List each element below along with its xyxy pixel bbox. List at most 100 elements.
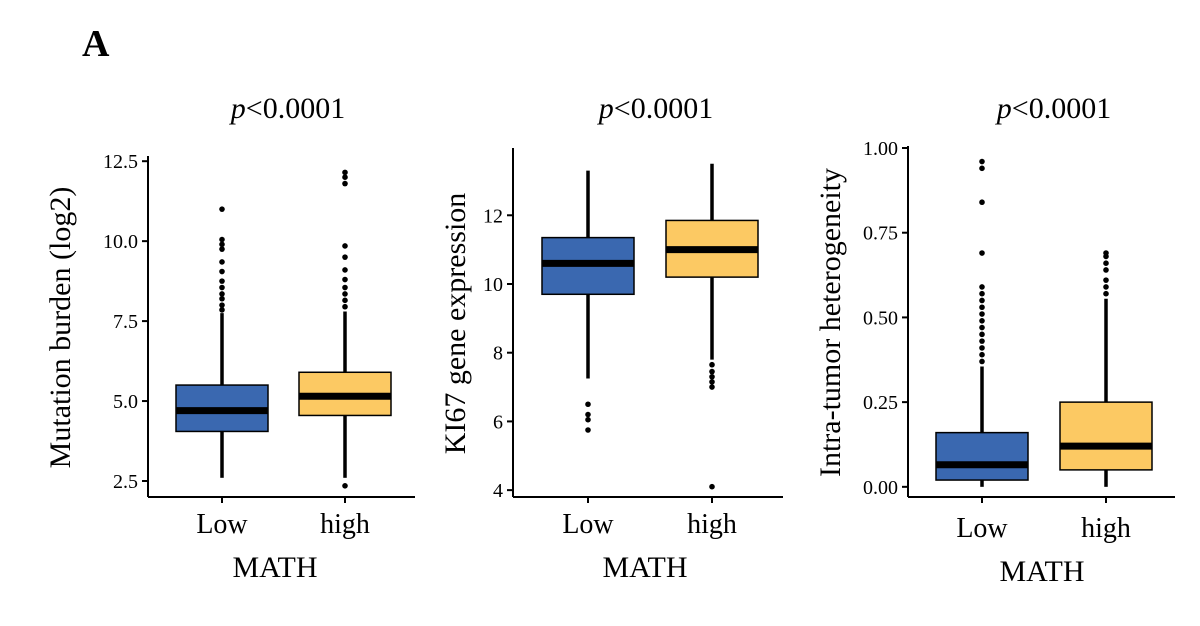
y-tick-label: 1.00: [863, 138, 898, 160]
outlier-point: [219, 241, 225, 248]
outlier-point: [979, 311, 985, 317]
y-tick-label: 6: [493, 411, 503, 433]
p-value: <0.0001: [614, 92, 713, 125]
outlier-point: [979, 290, 985, 297]
outlier-point: [1103, 284, 1109, 290]
x-axis-label: MATH: [232, 551, 317, 584]
y-tick-label: 2.5: [113, 471, 138, 493]
chart-panel-3: p<0.0001 0.00 0.25 0.50 0.75 1.00 Low high MATH I…: [814, 92, 1175, 588]
outlier-point: [342, 483, 348, 489]
y-tick-label: 8: [493, 343, 503, 365]
outlier-point: [219, 246, 225, 252]
outlier-point: [1103, 250, 1109, 256]
outlier-point: [219, 284, 225, 291]
outlier-point: [342, 297, 348, 304]
x-tick-label: high: [687, 509, 737, 540]
box-high: [1059, 250, 1153, 487]
y-tick-label: 10.0: [103, 231, 138, 253]
box-iqr: [935, 431, 1029, 481]
p-symbol: p: [995, 92, 1012, 125]
outlier-point: [585, 411, 591, 418]
outlier-point: [219, 278, 225, 284]
outlier-point: [585, 427, 591, 433]
y-tick-label: 5.0: [113, 391, 138, 413]
outlier-point: [979, 158, 985, 165]
outlier-point: [1103, 277, 1109, 283]
outlier-point: [709, 373, 715, 380]
outlier-point: [219, 302, 225, 308]
outlier-point: [219, 206, 225, 212]
outlier-point: [979, 345, 985, 351]
outlier-point: [979, 304, 985, 311]
x-tick-label: Low: [196, 509, 248, 540]
outlier-point: [219, 307, 225, 313]
y-tick-label: 0.75: [863, 223, 898, 245]
chart-title: p<0.0001: [995, 92, 1111, 125]
y-axis-label: KI67 gene expression: [439, 193, 472, 455]
outlier-point: [979, 358, 985, 365]
outlier-point: [342, 169, 348, 176]
box-iqr: [1059, 401, 1153, 471]
outlier-point: [979, 297, 985, 304]
chart-title: p<0.0001: [229, 92, 345, 125]
outlier-point: [709, 379, 715, 385]
x-axis-label: MATH: [602, 551, 687, 584]
x-tick-label: Low: [562, 509, 614, 540]
y-tick-label: 0.25: [863, 392, 898, 414]
y-tick-label: 12: [483, 205, 503, 227]
outlier-point: [342, 174, 348, 180]
y-axis-label: Mutation burden (log2): [44, 187, 77, 469]
outlier-point: [979, 250, 985, 256]
x-axis-label: MATH: [999, 555, 1084, 588]
p-symbol: p: [229, 92, 246, 125]
outlier-point: [979, 324, 985, 331]
outlier-point: [979, 338, 985, 344]
box-low: [541, 170, 635, 433]
box-low: [935, 158, 1029, 487]
y-tick-label: 12.5: [103, 151, 138, 173]
outlier-point: [219, 291, 225, 297]
outlier-point: [219, 259, 225, 265]
outlier-point: [585, 401, 591, 408]
outlier-point: [342, 284, 348, 291]
outlier-point: [342, 254, 348, 260]
y-tick-label: 0.50: [863, 307, 898, 329]
outlier-point: [219, 295, 225, 302]
outlier-point: [342, 303, 348, 310]
outlier-point: [585, 416, 591, 423]
outlier-point: [1103, 267, 1109, 273]
outlier-point: [219, 236, 225, 243]
outlier-point: [1103, 260, 1109, 267]
outlier-point: [1103, 290, 1109, 297]
panel-label: A: [82, 23, 110, 65]
x-tick-label: Low: [956, 513, 1008, 544]
y-tick-label: 4: [493, 480, 503, 502]
p-symbol: p: [597, 92, 614, 125]
outlier-point: [709, 483, 715, 490]
x-tick-label: high: [320, 509, 370, 540]
chart-title: p<0.0001: [597, 92, 713, 125]
y-tick-label: 0.00: [863, 477, 898, 499]
outlier-point: [709, 384, 715, 390]
x-tick-label: high: [1081, 513, 1131, 544]
outlier-point: [979, 351, 985, 358]
box-high: [665, 163, 759, 490]
outlier-point: [979, 165, 985, 172]
outlier-point: [342, 291, 348, 297]
outlier-point: [979, 331, 985, 338]
outlier-point: [709, 361, 715, 368]
outlier-point: [342, 243, 348, 249]
p-value: <0.0001: [1012, 92, 1111, 125]
outlier-point: [342, 276, 348, 283]
box-high: [298, 169, 392, 489]
outlier-point: [979, 284, 985, 290]
outlier-point: [979, 199, 985, 206]
outlier-point: [709, 368, 715, 375]
y-axis-label: Intra-tumor heterogeneity: [814, 168, 847, 477]
p-value: <0.0001: [246, 92, 345, 125]
outlier-point: [342, 180, 348, 187]
outlier-point: [979, 318, 985, 324]
